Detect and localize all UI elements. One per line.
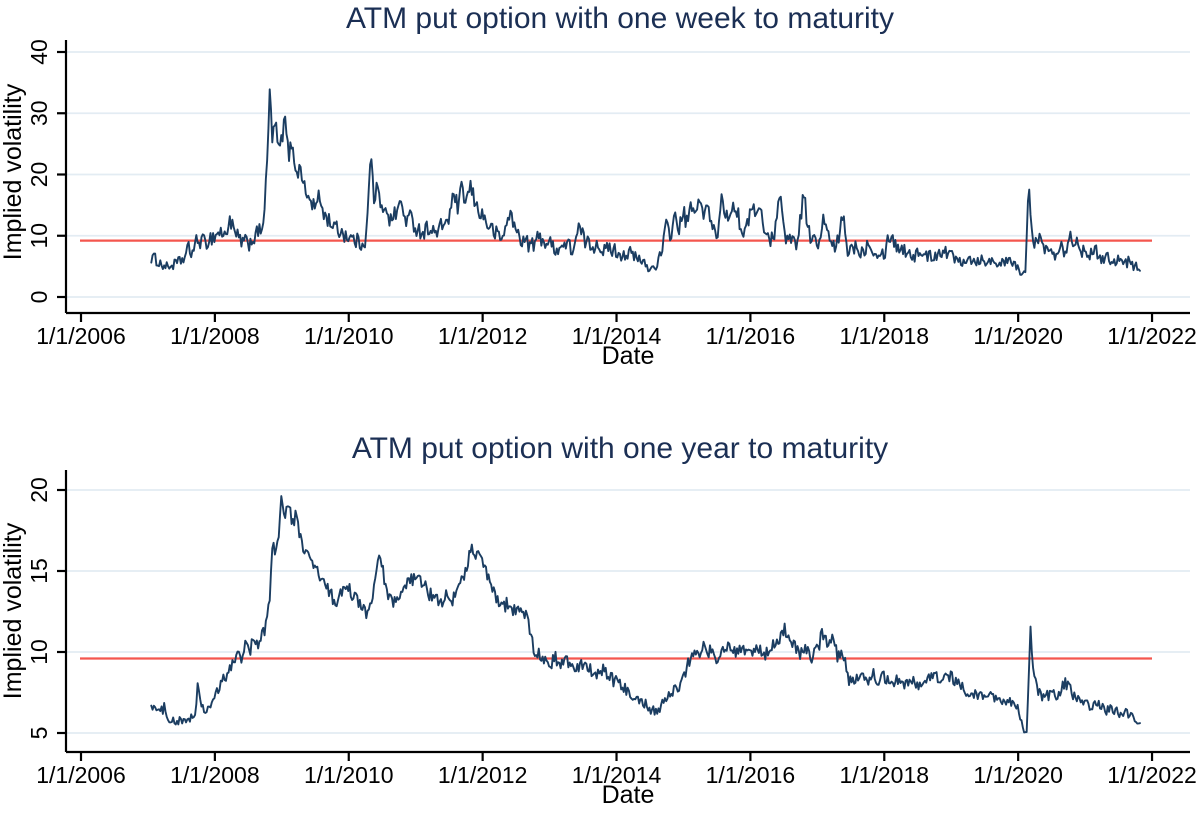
x-tick-label: 1/1/2020 <box>973 762 1063 788</box>
y-tick-label: 15 <box>26 558 52 584</box>
y-tick-label: 30 <box>26 100 52 126</box>
x-axis-label: Date <box>602 342 655 370</box>
y-tick-label: 20 <box>26 162 52 188</box>
series-line <box>150 495 1141 734</box>
plot-area: 0 10 20 30 40 1/1/2006 1/1/2008 1/1/2010 1/1/201… <box>26 39 1197 349</box>
x-tick-label: 1/1/2020 <box>973 323 1063 349</box>
x-tick-label: 1/1/2008 <box>170 323 260 349</box>
x-tick-label: 1/1/2022 <box>1107 762 1197 788</box>
plot-area: 5 10 15 20 1/1/2006 1/1/2008 1/1/2010 1/1/2012 1… <box>26 470 1197 788</box>
x-axis-label: Date <box>602 781 655 809</box>
x-tick-label: 1/1/2010 <box>304 323 394 349</box>
y-tick-label: 20 <box>26 477 52 503</box>
x-tick-label: 1/1/2006 <box>36 323 126 349</box>
x-tick-label: 1/1/2022 <box>1107 323 1197 349</box>
x-tick-label: 1/1/2008 <box>170 762 260 788</box>
x-tick-label: 1/1/2018 <box>840 762 930 788</box>
x-tick-label: 1/1/2012 <box>438 762 528 788</box>
x-tick-label: 1/1/2014 <box>572 323 662 349</box>
chart-one-week-maturity: ATM put option with one week to maturity… <box>0 2 1197 370</box>
y-axis-label: Implied volatility <box>0 83 27 260</box>
chart-title: ATM put option with one year to maturity <box>352 432 888 465</box>
chart-title: ATM put option with one week to maturity <box>346 2 894 35</box>
x-tick-label: 1/1/2006 <box>36 762 126 788</box>
series-line <box>150 88 1141 276</box>
x-tick-label: 1/1/2014 <box>572 762 662 788</box>
y-tick-label: 10 <box>26 639 52 665</box>
chart-one-year-maturity: ATM put option with one year to maturity… <box>0 432 1197 809</box>
x-tick-label: 1/1/2012 <box>438 323 528 349</box>
y-tick-label: 0 <box>26 291 52 304</box>
y-tick-label: 5 <box>26 727 52 740</box>
x-tick-label: 1/1/2016 <box>706 762 796 788</box>
y-tick-label: 10 <box>26 223 52 249</box>
x-tick-label: 1/1/2016 <box>706 323 796 349</box>
y-tick-label: 40 <box>26 39 52 65</box>
x-tick-label: 1/1/2018 <box>840 323 930 349</box>
x-tick-label: 1/1/2010 <box>304 762 394 788</box>
y-axis-label: Implied volatility <box>0 522 27 699</box>
